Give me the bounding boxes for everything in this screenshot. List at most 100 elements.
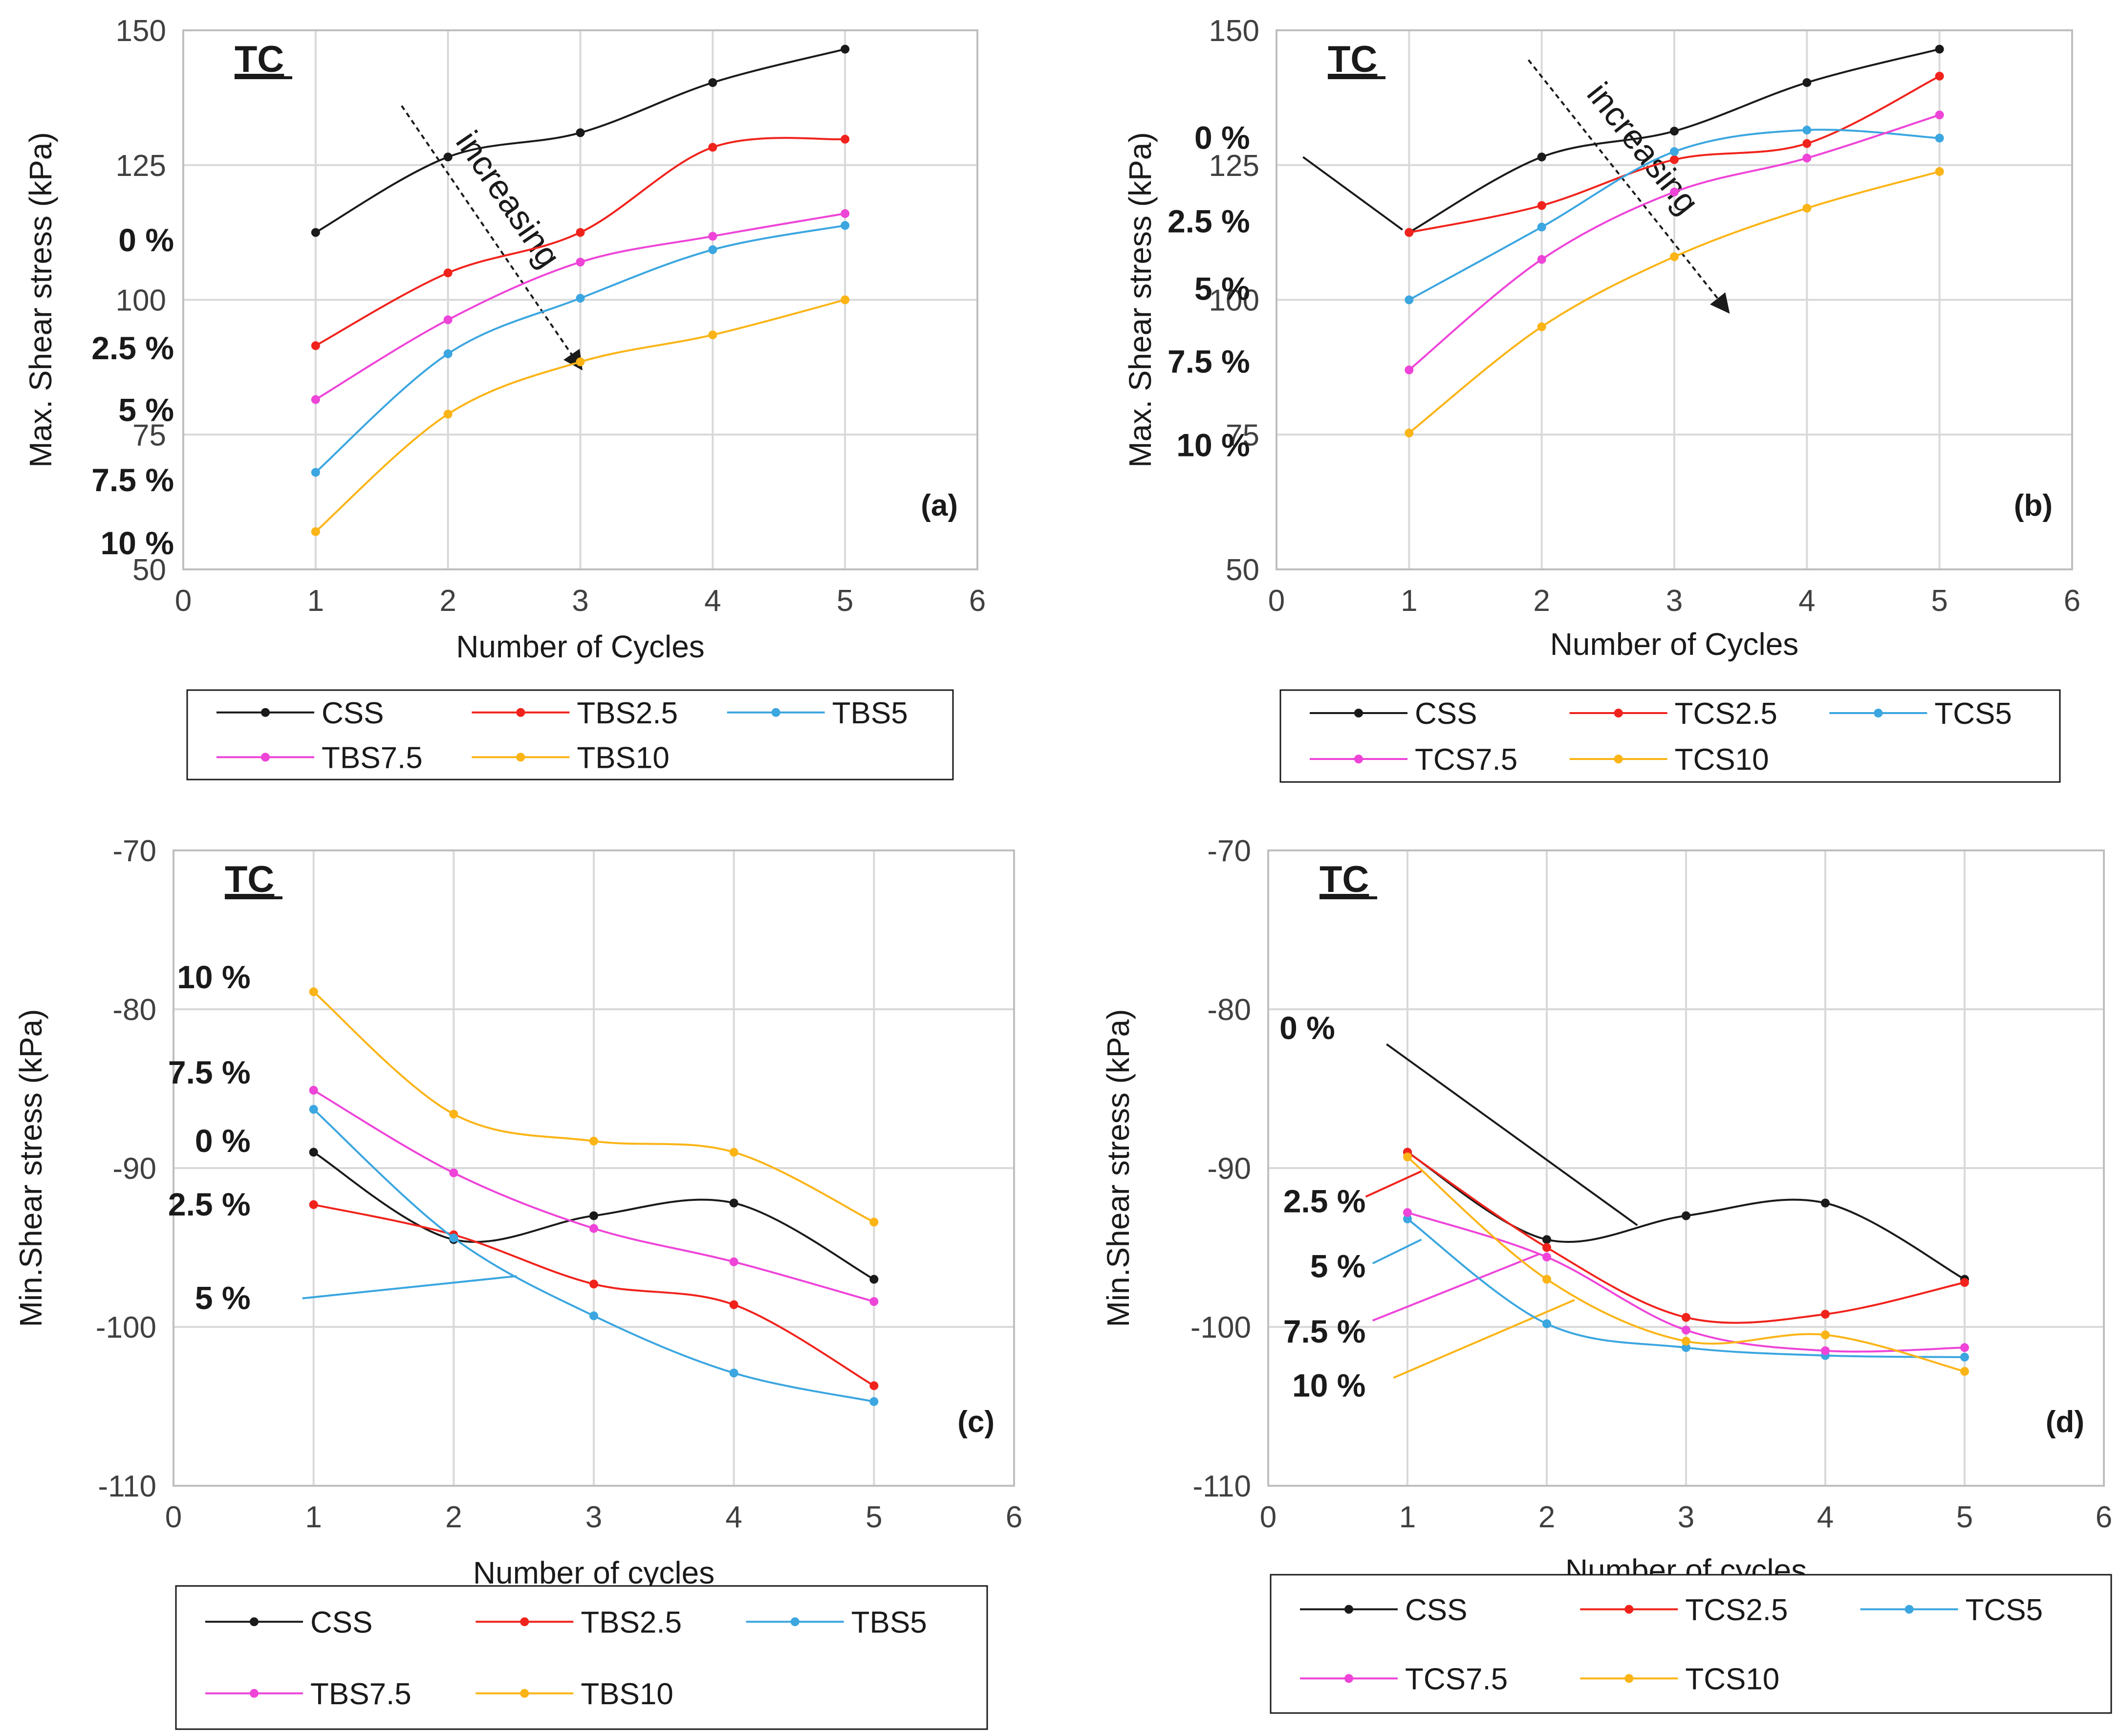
data-point-TCS7.5 (1537, 255, 1546, 264)
data-point-TBS10 (449, 1109, 458, 1119)
x-tick-label: 5 (837, 584, 853, 618)
legend-box (1279, 689, 2061, 783)
data-point-TBS2.5 (708, 143, 717, 152)
series-line-TBS10 (315, 299, 845, 533)
y-tick-label: 125 (1209, 149, 1259, 183)
data-point-TBS7.5 (311, 395, 320, 404)
data-point-TCS2.5 (1670, 155, 1679, 164)
x-tick-label: 1 (305, 1500, 322, 1534)
data-point-TCS10 (1403, 1152, 1412, 1162)
leader-line (1302, 156, 1403, 231)
percent-label: 10 % (1292, 1367, 1365, 1403)
y-tick-label: -100 (96, 1311, 156, 1345)
data-point-TCS10 (1670, 252, 1679, 261)
leader-line (1393, 1299, 1575, 1379)
leader-line (1372, 1253, 1540, 1322)
plot-frame (1276, 29, 2073, 570)
data-point-TBS5 (309, 1105, 318, 1114)
x-tick-label: 5 (1956, 1500, 1973, 1534)
y-tick-label: 75 (1226, 418, 1259, 452)
data-point-TCS7.5 (1682, 1325, 1690, 1335)
percent-label: 2.5 % (168, 1186, 251, 1222)
x-tick-label: 6 (1006, 1500, 1022, 1534)
x-tick-label: 4 (725, 1500, 742, 1534)
data-point-TBS10 (729, 1148, 738, 1157)
data-point-TCS5 (1403, 1215, 1412, 1223)
y-axis-title: Min.Shear stress (kPa) (1101, 1009, 1136, 1327)
data-point-TBS2.5 (729, 1300, 738, 1309)
data-point-TBS7.5 (729, 1257, 738, 1266)
legend-entry-label: TCS7.5 (1415, 743, 1517, 777)
percent-label: 0 % (1194, 120, 1250, 156)
data-point-TBS2.5 (589, 1280, 598, 1289)
data-point-TCS5 (1405, 295, 1414, 304)
legend-swatch-marker (1354, 709, 1363, 717)
data-point-TCS2.5 (1821, 1310, 1830, 1319)
plot-frame (1267, 849, 2105, 1487)
legend-entry-label: TCS2.5 (1685, 1593, 1788, 1627)
y-tick-label: -90 (112, 1152, 156, 1186)
percent-label: 2.5 % (1168, 203, 1250, 239)
data-point-CSS (311, 228, 320, 237)
y-tick-label: -70 (112, 834, 156, 868)
y-tick-label: -90 (1207, 1152, 1251, 1186)
y-tick-label: -80 (1207, 993, 1251, 1027)
data-point-TCS10 (1802, 203, 1812, 213)
data-point-TBS2.5 (841, 134, 850, 144)
x-axis-title: Number of cycles (473, 1555, 714, 1590)
legend-entry-label: CSS (322, 696, 384, 730)
legend-swatch-marker (261, 708, 270, 717)
data-point-TBS7.5 (309, 1085, 318, 1095)
legend-swatch-marker (1624, 1674, 1634, 1683)
data-point-TBS10 (443, 410, 453, 419)
percent-label: 7.5 % (91, 462, 174, 498)
legend-box (1270, 1574, 2112, 1714)
x-tick-label: 0 (165, 1500, 182, 1534)
data-point-CSS (309, 1148, 318, 1157)
corner-title: TC (1328, 39, 1377, 80)
data-point-TBS5 (841, 221, 850, 230)
series-line-TBS5 (315, 224, 845, 473)
percent-label: 0 % (118, 222, 174, 258)
legend-entry-label: TBS7.5 (322, 741, 423, 775)
data-point-CSS (1537, 152, 1546, 162)
leader-line (1386, 1043, 1638, 1226)
data-point-TCS5 (1670, 147, 1679, 156)
data-point-TCS5 (1537, 222, 1546, 232)
data-point-TCS5 (1960, 1352, 1969, 1362)
x-tick-label: 6 (2096, 1500, 2112, 1534)
legend-swatch-marker (516, 753, 525, 762)
data-point-CSS (589, 1211, 598, 1220)
y-tick-label: -110 (1193, 1470, 1252, 1503)
percent-label: 10 % (101, 525, 174, 561)
x-tick-label: 0 (175, 584, 192, 618)
legend-entry-label: TCS5 (1966, 1593, 2043, 1627)
percent-label: 7.5 % (168, 1054, 251, 1090)
legend-box (175, 1585, 988, 1730)
y-tick-label: 150 (1209, 14, 1259, 48)
data-point-TCS7.5 (1542, 1253, 1551, 1261)
data-point-TBS5 (589, 1311, 598, 1321)
x-tick-label: 2 (445, 1500, 462, 1534)
percent-label: 5 % (118, 392, 174, 428)
percent-label: 7.5 % (1168, 343, 1250, 379)
data-point-TBS2.5 (869, 1381, 879, 1390)
legend-swatch-marker (250, 1689, 259, 1698)
data-point-TCS2.5 (1935, 71, 1944, 81)
legend-entry-label: TCS7.5 (1405, 1662, 1508, 1696)
legend-swatch-marker (1614, 755, 1623, 763)
legend-entry-label: TBS2.5 (581, 1606, 682, 1639)
data-point-TCS10 (1542, 1275, 1551, 1284)
legend: CSS TCS2.5 TCS5 TCS7.5 TCS10 (1270, 1574, 2112, 1714)
percent-label: 5 % (195, 1280, 251, 1316)
legend-entry-label: TBS2.5 (577, 696, 678, 730)
y-tick-label: 150 (116, 14, 166, 48)
panel-label: (c) (957, 1405, 995, 1439)
percent-label: 7.5 % (1283, 1313, 1366, 1349)
data-point-TBS5 (449, 1234, 458, 1242)
corner-title: TC (1320, 859, 1369, 900)
corner-title: TC (235, 39, 284, 80)
x-tick-label: 1 (1401, 584, 1417, 618)
data-point-TBS10 (869, 1217, 879, 1227)
